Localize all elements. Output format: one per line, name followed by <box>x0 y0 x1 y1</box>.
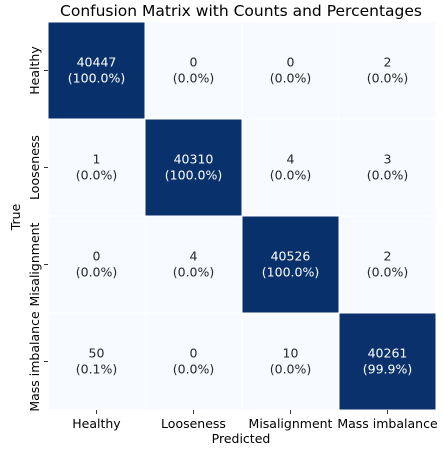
chart-title: Confusion Matrix with Counts and Percent… <box>60 2 422 20</box>
cell-percent-label: (99.9%) <box>363 362 412 377</box>
heatmap-cell <box>338 21 437 120</box>
y-axis-label: True <box>8 203 23 231</box>
heatmap-cells: 40447(100.0%)0(0.0%)0(0.0%)2(0.0%)1(0.0%… <box>47 21 437 411</box>
y-tick-label: Misalignment <box>27 222 42 306</box>
cell-count-label: 40261 <box>368 346 408 361</box>
cell-percent-label: (100.0%) <box>165 168 222 183</box>
cell-percent-label: (100.0%) <box>262 265 319 280</box>
x-axis-label: Predicted <box>212 431 271 446</box>
x-tick-label: Mass imbalance <box>337 416 438 431</box>
x-tick-labels: Healthy Looseness Misalignment Mass imbalan… <box>72 410 438 431</box>
cell-count-label: 2 <box>384 55 392 70</box>
heatmap-cell <box>241 312 340 411</box>
cell-percent-label: (0.0%) <box>76 168 118 183</box>
x-tick-label: Misalignment <box>249 416 333 431</box>
cell-percent-label: (0.0%) <box>173 362 215 377</box>
cell-count-label: 0 <box>190 346 198 361</box>
cell-count-label: 50 <box>89 346 105 361</box>
heatmap-cell <box>144 312 243 411</box>
y-tick-labels: Healthy Looseness Misalignment Mass imbalan… <box>27 46 48 412</box>
heatmap-cell <box>144 215 243 314</box>
cell-count-label: 2 <box>384 249 392 264</box>
cell-count-label: 0 <box>93 249 101 264</box>
cell-percent-label: (0.0%) <box>270 362 312 377</box>
heatmap-cell <box>47 118 146 217</box>
heatmap-cell <box>338 215 437 314</box>
cell-count-label: 40526 <box>271 249 311 264</box>
heatmap-cell <box>47 312 146 411</box>
cell-count-label: 10 <box>283 346 299 361</box>
cell-count-label: 40447 <box>77 55 117 70</box>
cell-count-label: 3 <box>384 152 392 167</box>
cell-percent-label: (0.0%) <box>367 71 409 86</box>
cell-count-label: 40310 <box>174 152 214 167</box>
cell-percent-label: (0.0%) <box>270 71 312 86</box>
cell-percent-label: (100.0%) <box>68 71 125 86</box>
y-tick-label: Looseness <box>27 135 42 200</box>
x-tick-label: Healthy <box>72 416 121 431</box>
cell-count-label: 0 <box>287 55 295 70</box>
cell-percent-label: (0.0%) <box>367 265 409 280</box>
cell-percent-label: (0.1%) <box>76 362 118 377</box>
heatmap-cell <box>338 118 437 217</box>
heatmap-cell <box>241 21 340 120</box>
y-tick-label: Healthy <box>27 46 42 95</box>
cell-count-label: 0 <box>190 55 198 70</box>
cell-percent-label: (0.0%) <box>173 71 215 86</box>
cell-percent-label: (0.0%) <box>76 265 118 280</box>
cell-count-label: 1 <box>93 152 101 167</box>
cell-count-label: 4 <box>190 249 198 264</box>
cell-count-label: 4 <box>287 152 295 167</box>
heatmap-cell <box>338 312 437 411</box>
heatmap-cell <box>144 21 243 120</box>
heatmap-cell <box>47 21 146 120</box>
heatmap-cell <box>144 118 243 217</box>
cell-percent-label: (0.0%) <box>173 265 215 280</box>
cell-percent-label: (0.0%) <box>367 168 409 183</box>
y-tick-label: Mass imbalance <box>27 311 42 412</box>
x-tick-label: Looseness <box>161 416 226 431</box>
cell-percent-label: (0.0%) <box>270 168 312 183</box>
